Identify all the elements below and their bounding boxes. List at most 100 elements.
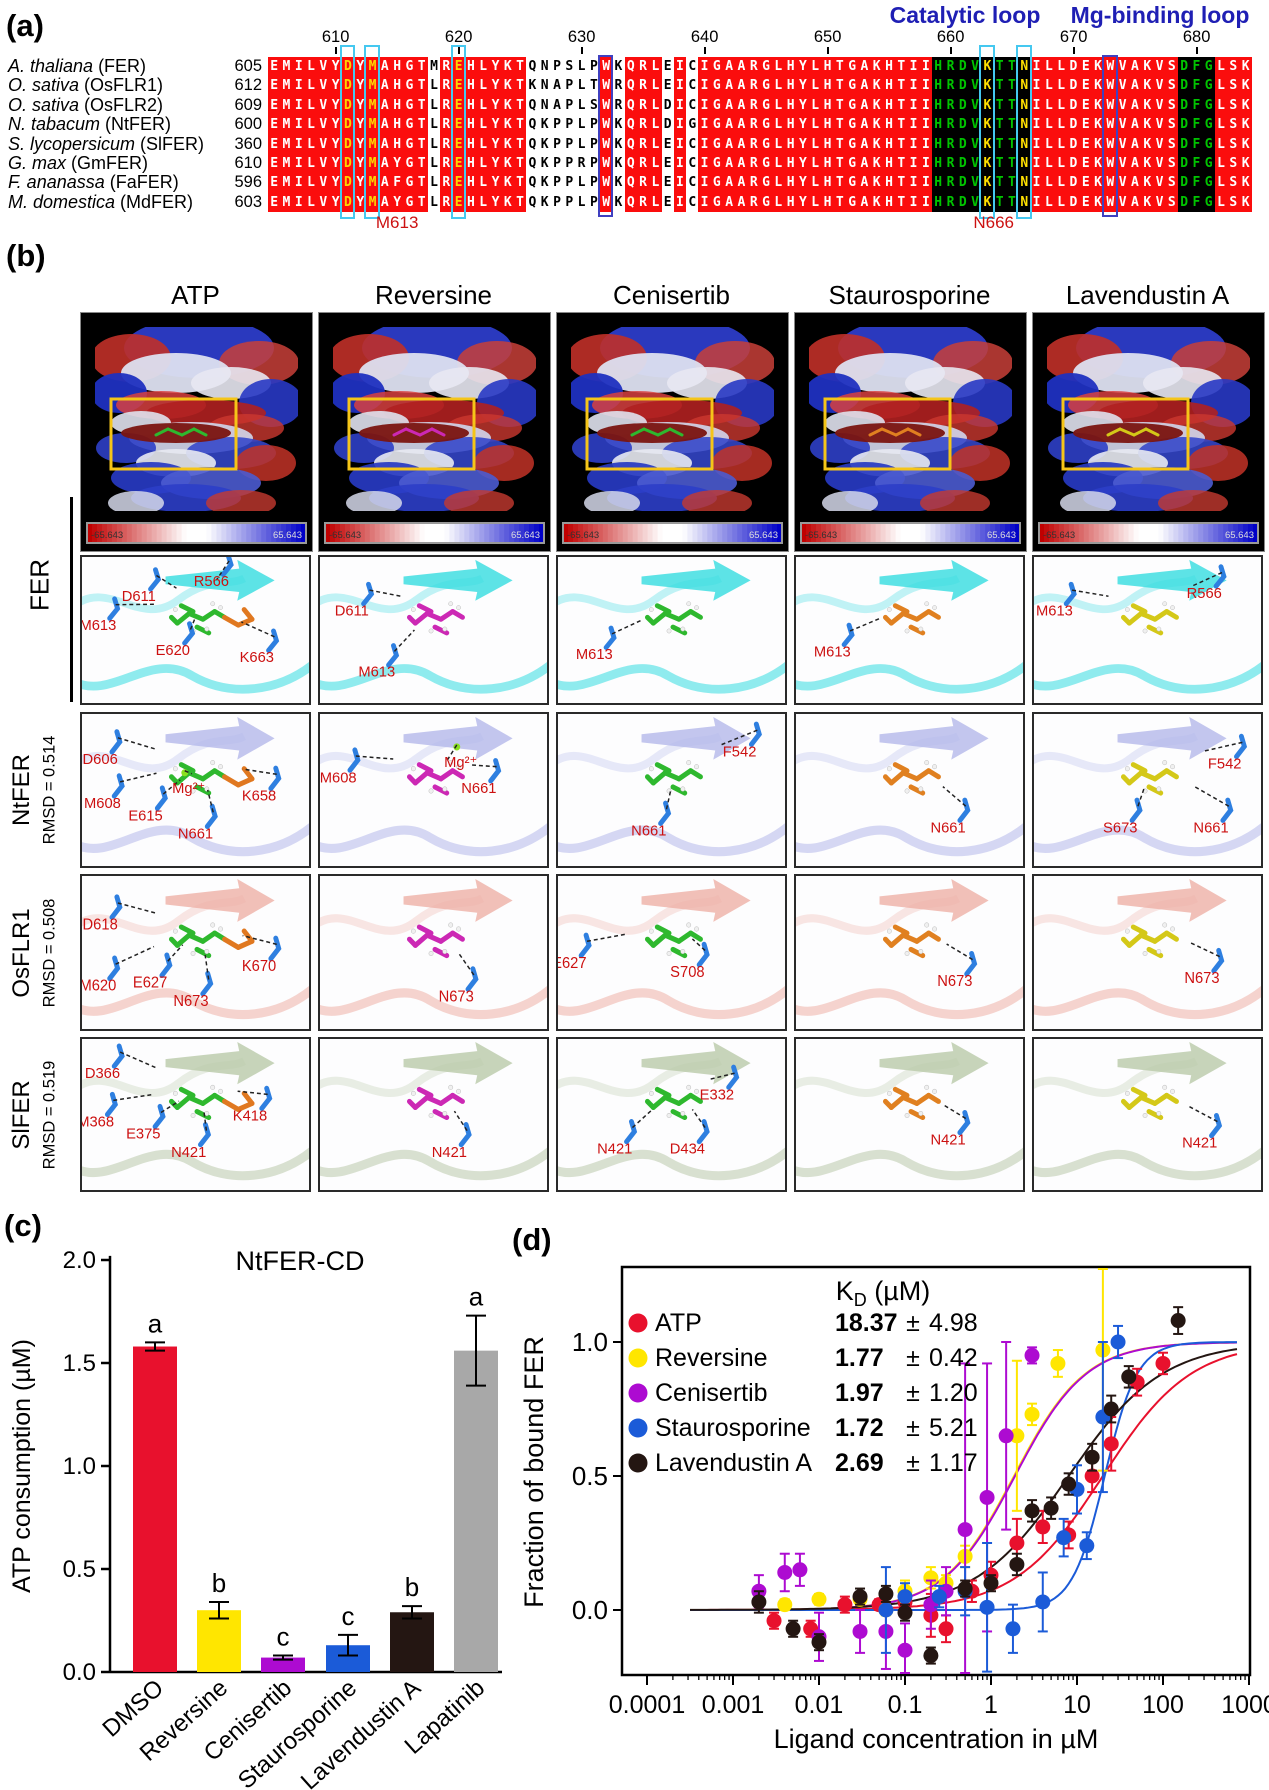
docking-panel-slfer-staurosporine: N421 xyxy=(794,1037,1025,1192)
residue-annotation: D434 xyxy=(670,1141,705,1158)
residue-cell: N xyxy=(1018,76,1031,96)
residue-cell: A xyxy=(722,95,736,116)
panel-c-label: (c) xyxy=(4,1208,42,1243)
scale-min: -65.643 xyxy=(329,530,361,541)
residue-cell: L xyxy=(772,95,785,116)
residue-cell: Y xyxy=(489,154,502,174)
legend-kd-error: 4.98 xyxy=(929,1309,978,1337)
species-label: S. lycopersicum (SlFER) xyxy=(8,134,204,155)
residue-cell: T xyxy=(415,76,428,96)
data-point-cenisertib xyxy=(897,1642,913,1658)
residue-cell: I xyxy=(1030,76,1043,96)
data-point-staurosporine xyxy=(897,1589,913,1605)
residue-cell: L xyxy=(477,95,490,116)
residue-cell: L xyxy=(809,192,822,213)
residue-cell: A xyxy=(378,76,391,96)
residue-cell: Y xyxy=(354,57,367,77)
species-tag: (GmFER) xyxy=(66,153,148,173)
residue-cell: K xyxy=(1239,173,1252,193)
data-point-lavendustin-a xyxy=(1043,1500,1059,1516)
residue-annotation: E627 xyxy=(558,955,587,972)
residue-cell: V xyxy=(968,57,982,77)
residue-cell: P xyxy=(550,192,564,213)
residue-cell: Y xyxy=(489,115,502,135)
legend-kd-error: 1.20 xyxy=(929,1379,978,1407)
data-point-lavendustin-a xyxy=(1061,1476,1077,1492)
residue-cell: T xyxy=(895,134,908,154)
residue-annotation: M368 xyxy=(82,1113,114,1130)
residue-annotation: E627 xyxy=(133,974,167,991)
residue-cell: W xyxy=(1104,95,1117,116)
residue-cell: A xyxy=(735,173,748,193)
legend-plus-minus: ± xyxy=(906,1379,920,1407)
start-number: 360 xyxy=(234,134,262,153)
residue-cell: N xyxy=(1018,154,1031,174)
residue-cell: P xyxy=(587,173,601,193)
residue-cell: I xyxy=(292,57,305,77)
residue-cell: V xyxy=(1153,154,1166,174)
residue-cell: V xyxy=(1116,115,1129,135)
residue-cell: G xyxy=(1202,173,1215,193)
residue-cell: H xyxy=(464,76,478,96)
residue-cell: S xyxy=(1165,134,1178,154)
residue-cell: L xyxy=(1055,134,1068,154)
residue-cell: D xyxy=(341,115,355,135)
panel-d-label: (d) xyxy=(512,1222,552,1257)
residue-cell: V xyxy=(1153,192,1166,213)
docking-panel-osflr1-reversine: N673 xyxy=(318,874,549,1031)
residue-cell: G xyxy=(759,192,773,213)
residue-cell: H xyxy=(821,192,834,213)
residue-cell: L xyxy=(809,57,822,77)
residue-cell: A xyxy=(722,115,736,135)
residue-cell: Y xyxy=(796,173,810,193)
residue-cell: I xyxy=(1030,173,1043,193)
legend-label: ATP xyxy=(655,1309,702,1337)
residue-cell: S xyxy=(563,57,576,77)
row-rmsd-label: RMSD = 0.519 xyxy=(40,1060,59,1169)
residue-cell: W xyxy=(600,173,613,193)
residue-cell: D xyxy=(1177,76,1191,96)
residue-cell: I xyxy=(698,76,711,96)
residue-cell: R xyxy=(944,57,957,77)
residue-cell: I xyxy=(907,192,920,213)
row-label-ntfer: NtFER xyxy=(8,754,35,826)
residue-cell: G xyxy=(845,154,859,174)
x-axis-title: Ligand concentration in µM xyxy=(774,1724,1099,1754)
legend-swatch xyxy=(628,1453,648,1473)
residue-cell: R xyxy=(440,57,453,77)
residue-cell: V xyxy=(317,76,330,96)
residue-cell: E xyxy=(661,134,674,154)
residue-cell: V xyxy=(1116,57,1129,77)
residue-cell: I xyxy=(907,154,920,174)
residue-cell: L xyxy=(427,173,441,193)
residue-cell: K xyxy=(1091,154,1105,174)
data-point-staurosporine xyxy=(878,1602,894,1618)
residue-cell: N xyxy=(538,95,551,116)
x-tick-label: 10 xyxy=(1063,1691,1091,1719)
residue-cell: T xyxy=(587,76,601,96)
residue-cell: R xyxy=(636,134,650,154)
residue-cell: P xyxy=(563,173,576,193)
residue-cell: A xyxy=(735,115,748,135)
residue-cell: S xyxy=(1165,173,1178,193)
residue-cell: S xyxy=(1165,57,1178,77)
residue-cell: L xyxy=(477,57,490,77)
legend-swatch xyxy=(628,1383,648,1403)
residue-annotation: E615 xyxy=(128,807,162,824)
residue-cell: L xyxy=(1055,173,1068,193)
residue-cell: A xyxy=(1128,115,1142,135)
residue-cell: K xyxy=(612,154,625,174)
residue-cell: K xyxy=(981,192,994,213)
residue-cell: R xyxy=(575,154,588,174)
residue-cell: K xyxy=(612,115,625,135)
residue-cell: V xyxy=(1116,154,1129,174)
residue-cell: Y xyxy=(329,115,342,135)
residue-cell: E xyxy=(452,154,465,174)
data-point-staurosporine xyxy=(1056,1530,1072,1546)
residue-cell: A xyxy=(1128,95,1142,116)
residue-cell: L xyxy=(1042,95,1055,116)
residue-cell: I xyxy=(673,115,687,135)
residue-cell: R xyxy=(747,154,760,174)
residue-cell: K xyxy=(1239,134,1252,154)
residue-cell: G xyxy=(845,57,859,77)
